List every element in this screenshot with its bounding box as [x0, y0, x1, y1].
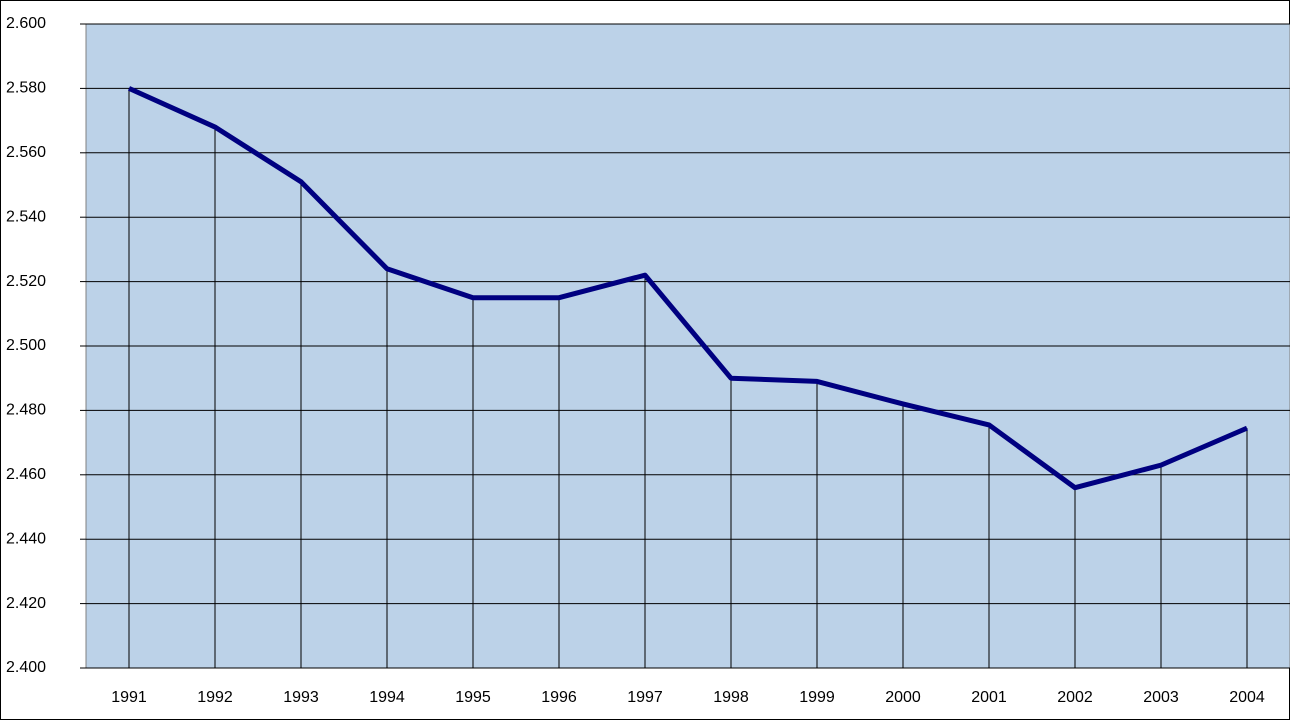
x-tick-label: 2001 — [971, 689, 1007, 706]
x-tick-label: 1994 — [369, 689, 405, 706]
y-tick-label: 2.440 — [6, 530, 46, 547]
x-tick-label: 1995 — [455, 689, 491, 706]
y-tick-label: 2.500 — [6, 337, 46, 354]
data-line — [127, 86, 1248, 491]
y-tick-label: 2.420 — [6, 595, 46, 612]
y-tick-label: 2.580 — [6, 80, 46, 97]
y-tick-label: 2.520 — [6, 273, 46, 290]
x-tick-label: 2000 — [885, 689, 921, 706]
y-tick-label: 2.560 — [6, 144, 46, 161]
x-tick-label: 1998 — [713, 689, 749, 706]
y-tick-label: 2.400 — [6, 659, 46, 676]
x-tick-label: 1996 — [541, 689, 577, 706]
x-tick-label: 2003 — [1143, 689, 1179, 706]
y-tick-label: 2.600 — [6, 15, 46, 32]
x-tick-label: 1993 — [283, 689, 319, 706]
y-tick-label: 2.460 — [6, 466, 46, 483]
y-tick-label: 2.480 — [6, 402, 46, 419]
x-tick-label: 1999 — [799, 689, 835, 706]
x-tick-label: 2002 — [1057, 689, 1093, 706]
x-tick-label: 1992 — [197, 689, 233, 706]
x-tick-label: 1991 — [111, 689, 147, 706]
x-tick-label: 1997 — [627, 689, 663, 706]
x-tick-label: 2004 — [1229, 689, 1265, 706]
y-tick-label: 2.540 — [6, 208, 46, 225]
